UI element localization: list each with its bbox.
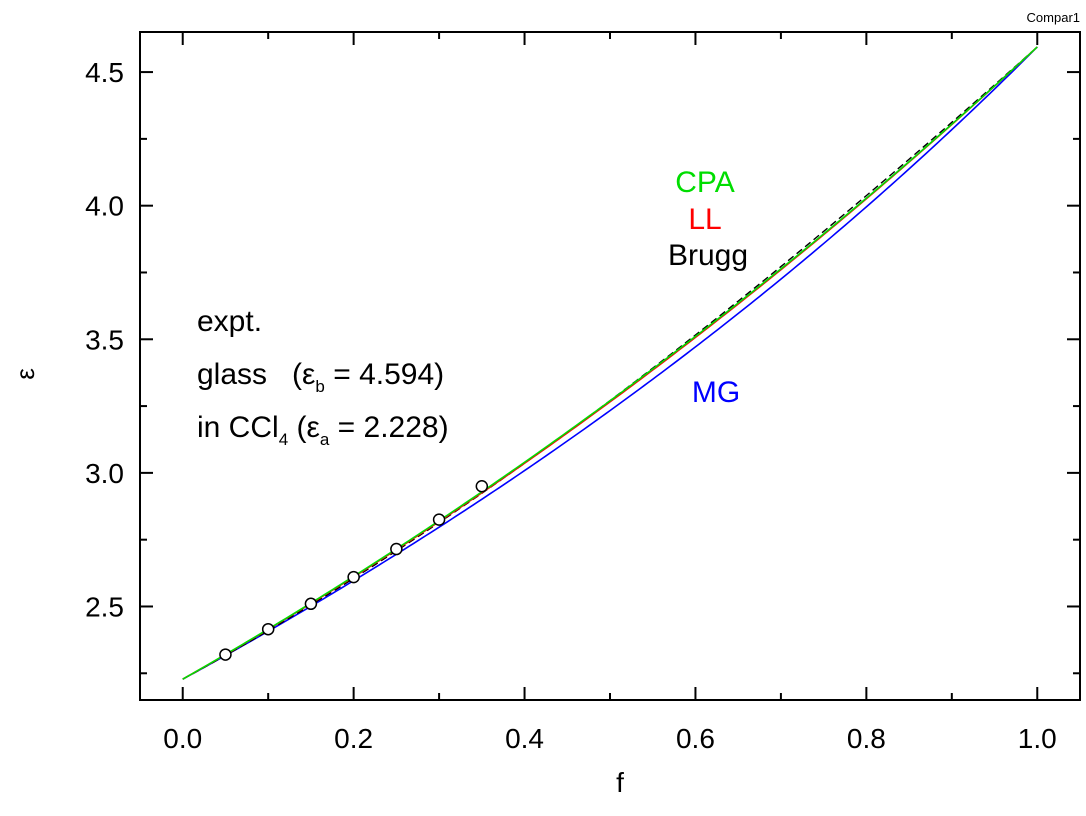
annotation-ccl4-sub4: 4 [279, 430, 288, 449]
corner-label: Compar1 [1027, 10, 1080, 25]
annotation-ccl4-mid: ( [288, 411, 306, 444]
series-layer [182, 46, 1038, 680]
series-line-cpa [182, 46, 1038, 680]
annotation-glass-sub: b [315, 377, 324, 396]
y-axis-label: ε [10, 368, 40, 380]
x-tick-label: 0.0 [163, 723, 202, 754]
legend-mg: MG [692, 376, 740, 409]
experimental-points [219, 479, 489, 661]
annotation-glass: glass (εb = 4.594) [197, 358, 444, 396]
annotation-ccl4-value: = 2.228) [329, 411, 448, 444]
x-tick-label: 0.6 [676, 723, 715, 754]
legend-ll: LL [688, 203, 721, 236]
experimental-point [261, 622, 275, 636]
annotation-glass-value: = 4.594) [325, 358, 444, 391]
annotation-glass-prefix: glass ( [197, 358, 302, 391]
experimental-point [390, 542, 403, 556]
legend-cpa: CPA [675, 166, 734, 199]
x-tick-label: 0.2 [334, 723, 373, 754]
annotation-glass-epsilon: ε [302, 358, 315, 391]
annotation-ccl4: in CCl4 (εa = 2.228) [197, 411, 449, 449]
y-tick-label: 4.5 [85, 57, 124, 88]
annotation-ccl4-prefix: in CCl [197, 411, 279, 444]
experimental-point [219, 648, 232, 661]
axis-ticks [140, 32, 1080, 700]
x-tick-label: 0.8 [847, 723, 886, 754]
experimental-point [347, 570, 360, 584]
y-tick-label: 3.0 [85, 458, 124, 489]
experimental-point [475, 479, 489, 493]
x-axis-label: f [616, 767, 624, 798]
y-tick-label: 4.0 [85, 191, 124, 222]
experimental-point [304, 597, 318, 611]
tick-labels: 0.0 0.2 0.4 0.6 0.8 1.0 2.5 3.0 3.5 4.0 4.5 [85, 57, 1057, 754]
x-tick-label: 1.0 [1018, 723, 1057, 754]
experimental-point [432, 513, 446, 526]
legend-brugg: Brugg [668, 239, 748, 272]
annotation-ccl4-epsilon: ε [306, 411, 319, 444]
series-line-mg [182, 46, 1038, 680]
annotation-ccl4-sub: a [320, 430, 330, 449]
annotation-expt: expt. [197, 305, 262, 338]
y-tick-label: 3.5 [85, 324, 124, 355]
y-tick-label: 2.5 [85, 591, 124, 622]
x-tick-label: 0.4 [505, 723, 544, 754]
